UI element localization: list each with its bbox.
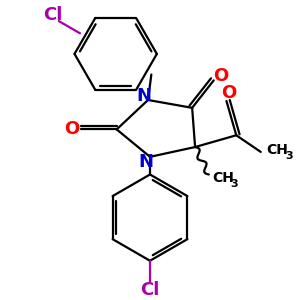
Text: CH: CH [267, 143, 289, 157]
Text: O: O [221, 84, 236, 102]
Text: 3: 3 [285, 151, 293, 161]
Text: N: N [139, 153, 154, 171]
Text: N: N [136, 87, 152, 105]
Text: O: O [64, 120, 79, 138]
Text: Cl: Cl [140, 281, 160, 299]
Text: 3: 3 [230, 179, 238, 189]
Text: Cl: Cl [43, 6, 63, 24]
Text: O: O [213, 68, 228, 85]
Text: CH: CH [212, 171, 234, 185]
